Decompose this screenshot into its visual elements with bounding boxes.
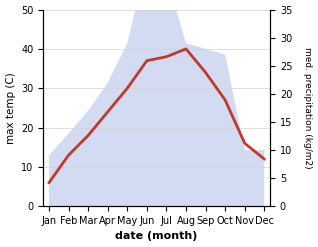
Y-axis label: med. precipitation (kg/m2): med. precipitation (kg/m2)	[303, 47, 313, 169]
Y-axis label: max temp (C): max temp (C)	[5, 72, 16, 144]
X-axis label: date (month): date (month)	[115, 231, 198, 242]
